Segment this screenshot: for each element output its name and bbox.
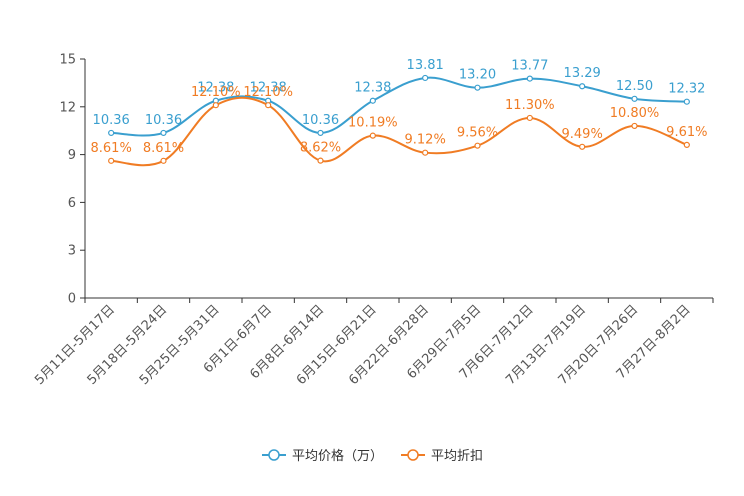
data-label: 13.77 xyxy=(511,59,548,74)
data-point xyxy=(212,102,219,109)
data-point xyxy=(579,143,586,150)
data-point xyxy=(369,132,376,139)
data-label: 8.62% xyxy=(300,141,341,156)
data-label: 12.38 xyxy=(354,81,391,96)
data-label: 9.56% xyxy=(457,126,498,141)
data-point xyxy=(108,129,115,137)
legend-marker xyxy=(407,449,419,461)
legend-item-0[interactable]: 平均价格（万） xyxy=(262,448,383,464)
data-label: 12.10% xyxy=(191,85,241,100)
data-label: 12.32 xyxy=(668,82,705,97)
data-point xyxy=(108,157,115,164)
data-point xyxy=(265,102,272,109)
data-point xyxy=(683,98,690,105)
data-point xyxy=(579,83,586,90)
series-0: 10.36 10.36 12.38 12.38 10.36 12.38 13.81 13.20… xyxy=(93,58,705,137)
data-point xyxy=(474,84,481,91)
data-label: 8.61% xyxy=(143,141,184,156)
data-label: 12.10% xyxy=(243,85,293,100)
y-tick-label: 9 xyxy=(68,148,76,163)
legend-item-1[interactable]: 平均折扣 xyxy=(401,449,483,464)
data-point xyxy=(526,114,533,122)
legend[interactable]: 平均价格（万） 平均折扣 xyxy=(262,448,483,464)
y-tick-label: 0 xyxy=(68,292,76,307)
data-label: 10.19% xyxy=(348,116,398,131)
data-point xyxy=(631,95,638,102)
data-label: 10.80% xyxy=(610,106,660,121)
data-point xyxy=(683,141,690,148)
data-point xyxy=(422,149,429,156)
y-tick-label: 12 xyxy=(59,100,76,115)
series-1: 8.61% 8.61% 12.10% 12.10% 8.62% 10.19% 9.12% 9.… xyxy=(91,85,707,167)
data-label: 9.49% xyxy=(562,127,603,142)
data-label: 12.50 xyxy=(616,79,653,94)
data-label: 11.30% xyxy=(505,98,555,113)
legend-label: 平均价格（万） xyxy=(292,448,383,464)
data-point xyxy=(317,157,324,164)
data-point xyxy=(160,129,167,137)
data-label: 10.36 xyxy=(302,113,339,128)
data-label: 12.38 xyxy=(250,81,287,96)
data-label: 13.81 xyxy=(407,58,444,73)
data-label: 10.36 xyxy=(93,113,130,128)
data-label: 12.38 xyxy=(197,81,234,96)
data-point xyxy=(422,74,429,82)
data-label: 8.61% xyxy=(91,141,132,156)
data-point xyxy=(160,157,167,164)
legend-label: 平均折扣 xyxy=(431,449,483,464)
data-label: 9.12% xyxy=(405,133,446,148)
data-point xyxy=(526,75,533,82)
y-tick-label: 15 xyxy=(59,53,76,68)
y-tick-label: 6 xyxy=(68,196,76,211)
data-label: 13.29 xyxy=(564,66,601,81)
data-label: 10.36 xyxy=(145,113,182,128)
data-point xyxy=(369,97,376,104)
data-point xyxy=(631,122,638,130)
data-point xyxy=(317,129,324,137)
series-layer: 10.36 10.36 12.38 12.38 10.36 12.38 13.81 13.20… xyxy=(91,58,707,167)
data-label: 9.61% xyxy=(666,125,707,140)
legend-marker xyxy=(268,449,280,461)
y-tick-label: 3 xyxy=(68,244,76,259)
data-label: 13.20 xyxy=(459,68,496,83)
data-point xyxy=(474,142,481,149)
